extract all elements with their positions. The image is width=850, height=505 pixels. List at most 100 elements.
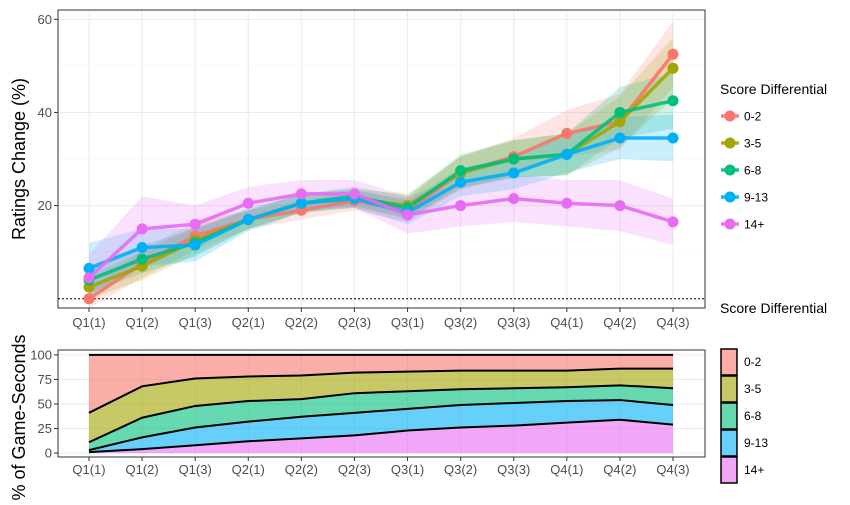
data-point-9-13 <box>508 167 520 179</box>
stacked-boundary-9-13 <box>88 399 674 452</box>
top-x-tick-label: Q1(2) <box>125 315 158 330</box>
data-point-14+ <box>136 223 148 235</box>
data-point-9-13 <box>136 241 148 253</box>
legend-swatch-3-5 <box>720 375 738 403</box>
stacked-boundary-14+ <box>88 418 674 454</box>
bottom-x-tick-label: Q3(1) <box>391 462 424 477</box>
legend-key-point-14+ <box>724 218 736 230</box>
bottom-y-tick-label: 50 <box>38 396 52 411</box>
confidence-band-6-8 <box>89 72 673 295</box>
bottom-y-tick-label: 100 <box>30 347 52 362</box>
stacked-area-0-2 <box>89 354 673 413</box>
top-x-tick-label: Q2(3) <box>338 315 371 330</box>
legend-key-point-3-5 <box>724 137 736 149</box>
top-x-tick-label: Q3(2) <box>444 315 477 330</box>
data-point-14+ <box>402 209 414 221</box>
legend-label-3-5: 3-5 <box>744 137 762 151</box>
data-point-3-5 <box>614 116 626 128</box>
stacked-boundary-3-5 <box>88 367 673 414</box>
data-point-14+ <box>614 200 626 212</box>
data-point-9-13 <box>242 214 254 226</box>
legend-key-point-6-8 <box>724 164 736 176</box>
bottom-x-tick-label: Q1(2) <box>125 462 158 477</box>
data-point-9-13 <box>189 239 201 251</box>
top-x-tick-label: Q3(3) <box>497 315 530 330</box>
bottom-x-tick-label: Q1(1) <box>72 462 105 477</box>
bottom-x-tick-label: Q4(2) <box>603 462 636 477</box>
top-x-tick-label: Q2(2) <box>285 315 318 330</box>
bottom-x-tick-label: Q1(3) <box>179 462 212 477</box>
data-point-3-5 <box>667 62 679 74</box>
top-x-tick-label: Q4(1) <box>550 315 583 330</box>
bottom-x-tick-label: Q2(1) <box>232 462 265 477</box>
top-x-tick-label: Q2(1) <box>232 315 265 330</box>
data-point-9-13 <box>667 132 679 144</box>
bottom-y-tick-label: 75 <box>38 372 52 387</box>
legend-swatch-0-2 <box>720 348 738 376</box>
data-point-0-2 <box>561 127 573 139</box>
top-x-tick-label: Q1(1) <box>72 315 105 330</box>
data-point-6-8 <box>508 153 520 165</box>
legend-swatch-6-8 <box>720 402 738 430</box>
bottom-y-tick-label: 25 <box>38 421 52 436</box>
data-point-6-8 <box>136 253 148 265</box>
data-point-9-13 <box>561 148 573 160</box>
legend-label-3-5: 3-5 <box>744 382 762 396</box>
legend-swatch-14+ <box>720 456 738 484</box>
legend-key-point-9-13 <box>724 191 736 203</box>
data-point-9-13 <box>614 132 626 144</box>
legend-label-0-2: 0-2 <box>744 355 762 369</box>
bottom-x-tick-label: Q3(2) <box>444 462 477 477</box>
stacked-area-9-13 <box>89 400 673 453</box>
game-seconds-panel: 0 25 50 75 100 Q1(1) Q1(2) Q1(3) Q2(1) Q2(2) Q2(3)… <box>30 347 706 477</box>
legend-label-9-13: 9-13 <box>744 191 768 205</box>
data-point-0-2 <box>83 293 95 305</box>
data-point-9-13 <box>455 176 467 188</box>
bottom-legend: Score Differential 0-2 3-5 6-8 9-13 14+ <box>720 300 827 484</box>
legend-label-0-2: 0-2 <box>744 110 762 124</box>
data-point-6-8 <box>667 95 679 107</box>
top-x-tick-label: Q1(3) <box>179 315 212 330</box>
legend-label-6-8: 6-8 <box>744 164 762 178</box>
legend-key-point-0-2 <box>724 110 736 122</box>
top-y-tick-label: 20 <box>38 198 52 213</box>
data-point-14+ <box>667 216 679 228</box>
bottom-legend-title: Score Differential <box>720 300 827 316</box>
data-point-9-13 <box>295 197 307 209</box>
data-point-14+ <box>455 200 467 212</box>
top-legend-title: Score Differential <box>720 81 827 97</box>
top-x-tick-label: Q4(3) <box>656 315 689 330</box>
top-x-tick-label: Q4(2) <box>603 315 636 330</box>
stacked-area-14+ <box>89 419 673 454</box>
stacked-boundary-6-8 <box>88 384 674 444</box>
data-point-9-13 <box>83 262 95 274</box>
data-point-14+ <box>561 197 573 209</box>
bottom-x-tick-label: Q4(1) <box>550 462 583 477</box>
legend-label-14+: 14+ <box>744 463 764 477</box>
legend-swatch-9-13 <box>720 429 738 457</box>
legend-label-6-8: 6-8 <box>744 409 762 423</box>
top-y-axis-title: Ratings Change (%) <box>9 78 29 240</box>
data-point-6-8 <box>455 165 467 177</box>
data-point-14+ <box>83 272 95 284</box>
top-panel-border <box>57 9 706 309</box>
legend-label-14+: 14+ <box>744 218 764 232</box>
data-point-14+ <box>348 188 360 200</box>
data-point-0-2 <box>667 48 679 60</box>
bottom-x-tick-label: Q4(3) <box>656 462 689 477</box>
data-point-6-8 <box>614 106 626 118</box>
confidence-band-3-5 <box>89 37 673 299</box>
data-point-14+ <box>508 193 520 205</box>
bottom-x-tick-label: Q2(2) <box>285 462 318 477</box>
ratings-change-panel: 20 40 60 Q1(1) Q1(2) Q1(3) Q2(1) Q2(2) Q2(3) Q3(1… <box>38 9 706 330</box>
data-point-14+ <box>242 197 254 209</box>
bottom-x-tick-label: Q3(3) <box>497 462 530 477</box>
series-line-14+ <box>87 192 674 280</box>
top-y-tick-label: 40 <box>38 105 52 120</box>
bottom-y-axis-title: % of Game-Seconds <box>9 334 29 500</box>
top-legend: Score Differential 0-2 3-5 6-8 9-13 14+ <box>720 81 827 232</box>
data-point-14+ <box>295 188 307 200</box>
top-y-tick-label: 60 <box>38 12 52 27</box>
data-point-14+ <box>189 218 201 230</box>
